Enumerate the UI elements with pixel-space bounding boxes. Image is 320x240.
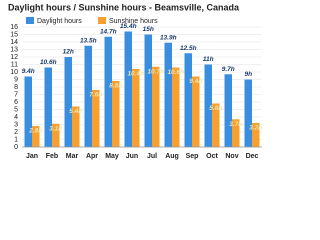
x-tick-label: Apr (86, 153, 98, 160)
legend-swatch (26, 17, 34, 24)
value-label: 3.1h (49, 125, 62, 132)
bar (112, 81, 120, 147)
y-tick-label: 6 (14, 99, 18, 106)
y-tick-label: 7 (14, 91, 18, 98)
x-tick-label: Jun (126, 153, 138, 160)
page: Daylight hours / Sunshine hours - Beamsv… (8, 2, 263, 160)
bar (172, 67, 180, 147)
y-tick-label: 10 (10, 69, 18, 76)
bar (84, 45, 92, 147)
value-label: 15.4h (120, 23, 137, 30)
y-tick-label: 11 (11, 61, 18, 68)
x-tick-label: Sep (186, 153, 199, 160)
bar (232, 119, 240, 147)
value-label: 9.4h (189, 78, 202, 85)
bar (124, 31, 132, 147)
bar (152, 66, 160, 147)
bar (44, 67, 52, 147)
value-label: 14.7h (100, 28, 117, 35)
value-label: 9.4h (22, 68, 35, 75)
x-tick-label: Feb (46, 153, 58, 160)
x-tick-label: Jul (147, 153, 157, 160)
bar (224, 74, 232, 147)
bar (192, 76, 200, 147)
x-tick-label: Jan (26, 153, 38, 160)
value-label: 2.8h (28, 128, 42, 135)
y-tick-label: 5 (14, 106, 18, 113)
bar (164, 42, 172, 147)
bar (92, 90, 100, 147)
value-label: 10.6h (40, 59, 57, 66)
bar (204, 64, 212, 147)
bar (244, 79, 252, 147)
bar (184, 53, 192, 147)
value-label: 7.6h (89, 92, 102, 99)
y-tick-label: 16 (10, 24, 18, 31)
x-tick-label: Mar (66, 153, 79, 160)
y-tick-label: 8 (14, 84, 18, 91)
value-label: 3.7h (229, 121, 242, 128)
x-tick-label: May (105, 153, 119, 160)
y-tick-label: 14 (10, 39, 18, 46)
value-label: 5.8h (209, 105, 222, 112)
bar (72, 106, 80, 147)
y-tick-label: 13 (10, 46, 18, 53)
value-label: 15h (143, 26, 154, 33)
bar (132, 69, 140, 147)
value-label: 12h (63, 49, 74, 56)
bar (52, 123, 60, 147)
bar (252, 123, 260, 147)
value-label: 3.2h (249, 125, 262, 132)
bar (32, 126, 40, 147)
y-tick-label: 15 (10, 31, 18, 38)
x-tick-label: Oct (206, 153, 218, 160)
value-label: 9.7h (222, 66, 235, 73)
chart-title: Daylight hours / Sunshine hours - Beamsv… (8, 2, 240, 12)
x-tick-label: Aug (165, 153, 179, 160)
value-label: 10.7h (147, 68, 164, 75)
value-label: 5.4h (69, 108, 82, 115)
bar (104, 36, 112, 147)
value-label: 8.8h (109, 83, 122, 90)
bar (64, 57, 72, 147)
value-label: 12.5h (180, 45, 197, 52)
y-tick-label: 3 (14, 121, 18, 128)
value-label: 10.6h (167, 69, 184, 76)
y-tick-label: 0 (14, 144, 18, 151)
value-label: 11h (203, 56, 214, 63)
y-tick-label: 12 (10, 54, 18, 61)
legend-swatch (98, 17, 106, 24)
value-label: 9h (244, 71, 252, 78)
y-tick-label: 4 (14, 114, 18, 121)
value-label: 13.9h (160, 34, 177, 41)
y-tick-label: 9 (14, 76, 18, 83)
y-tick-label: 1 (14, 136, 18, 143)
x-tick-label: Nov (225, 153, 238, 160)
y-tick-label: 2 (14, 129, 18, 136)
chart: Daylight hours / Sunshine hours - Beamsv… (8, 2, 262, 160)
value-label: 10.4h (127, 71, 144, 78)
value-label: 13.5h (80, 37, 97, 44)
x-tick-label: Dec (246, 153, 259, 160)
bar (144, 34, 152, 147)
legend-label: Daylight hours (37, 18, 82, 25)
bar (212, 103, 220, 147)
bar (24, 76, 32, 147)
legend-label: Sunshine hours (109, 18, 158, 25)
